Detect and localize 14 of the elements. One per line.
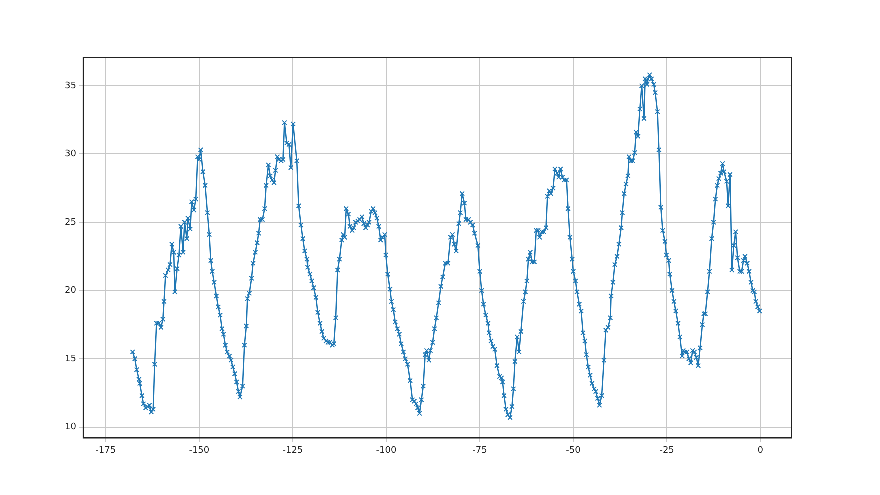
x-tick-label: -50 <box>566 446 582 456</box>
x-tick-label: -100 <box>376 446 397 456</box>
x-tick-label: 0 <box>758 446 764 456</box>
x-tick-label: -25 <box>660 446 674 456</box>
x-tick-label: -150 <box>189 446 210 456</box>
y-tick-label: 15 <box>65 354 76 364</box>
y-tick-label: 10 <box>65 422 77 433</box>
y-tick-label: 30 <box>65 150 77 160</box>
x-tick-label: -175 <box>96 446 116 456</box>
x-tick-label: -75 <box>472 446 488 456</box>
y-tick-label: 25 <box>65 218 76 228</box>
y-tick-label: 20 <box>65 286 77 296</box>
x-tick-label: -125 <box>282 446 304 456</box>
y-tick-label: 35 <box>65 81 76 92</box>
